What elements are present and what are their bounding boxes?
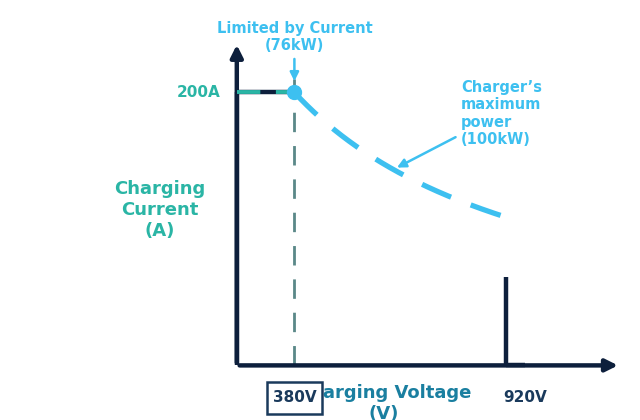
Text: 200A: 200A [177, 85, 221, 100]
Bar [268, 382, 322, 414]
Text: Limited by Current
(76kW): Limited by Current (76kW) [216, 21, 372, 79]
Text: 380V: 380V [273, 391, 316, 405]
Text: Charging Voltage
(V): Charging Voltage (V) [297, 384, 471, 420]
Text: Charger’s
maximum
power
(100kW): Charger’s maximum power (100kW) [399, 80, 542, 166]
Text: 920V: 920V [503, 391, 547, 405]
Text: Charging
Current
(A): Charging Current (A) [115, 180, 205, 240]
